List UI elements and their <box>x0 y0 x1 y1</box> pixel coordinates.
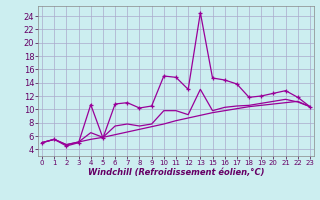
X-axis label: Windchill (Refroidissement éolien,°C): Windchill (Refroidissement éolien,°C) <box>88 168 264 177</box>
